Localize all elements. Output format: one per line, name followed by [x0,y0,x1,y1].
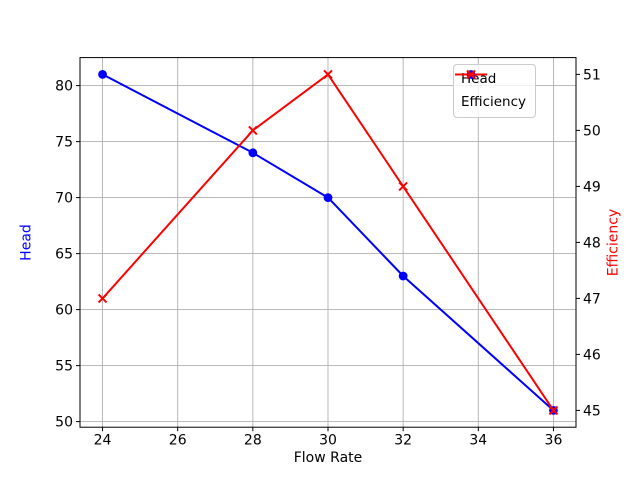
head-marker [323,193,333,203]
legend-x-marker [466,69,476,80]
efficiency-legend-label: Efficiency [461,94,527,110]
x-tick-label: 28 [244,433,262,449]
x-axis-label: Flow Rate [293,450,363,466]
x-tick-label: 34 [469,433,487,449]
right-tick-label: 46 [583,347,601,363]
right-y-axis-label: Efficiency [605,208,622,277]
efficiency-marker [248,125,258,136]
x-tick-label: 32 [394,433,412,449]
left-tick-label: 65 [55,247,73,263]
x-marker-stroke [248,125,258,136]
efficiency-marker [97,293,108,304]
efficiency-swatch-graphic [455,69,487,80]
x-tick-label: 30 [319,433,337,449]
right-tick-label: 45 [583,403,601,419]
legend-entry-efficiency: Efficiency [455,69,527,112]
right-tick-label: 48 [583,235,601,251]
x-tick-label: 36 [545,433,563,449]
legend: Head Efficiency [453,64,537,118]
left-tick-label: 60 [55,303,73,319]
left-tick-label: 55 [55,359,73,375]
left-y-axis-label: Head [18,224,35,261]
right-tick-label: 49 [583,179,601,195]
right-tick-label: 47 [583,291,601,307]
left-tick-label: 80 [55,79,73,95]
efficiency-series [97,69,559,416]
efficiency-marker [323,69,333,80]
head-marker [248,148,258,158]
head-marker [98,70,107,79]
x-tick-label: 24 [94,433,112,449]
efficiency-marker [548,405,559,416]
right-tick-label: 51 [583,67,601,83]
left-tick-label: 75 [55,135,73,151]
x-tick-label: 26 [169,433,187,449]
head-marker [398,271,408,281]
efficiency-marker [398,181,408,192]
left-tick-label: 50 [55,415,73,431]
x-marker-stroke [97,293,108,304]
efficiency-legend-swatch [455,69,487,80]
left-tick-label: 70 [55,191,73,207]
right-tick-label: 50 [583,123,601,139]
x-marker-stroke [398,181,408,192]
x-marker-stroke [323,69,333,80]
x-marker-stroke [548,405,559,416]
